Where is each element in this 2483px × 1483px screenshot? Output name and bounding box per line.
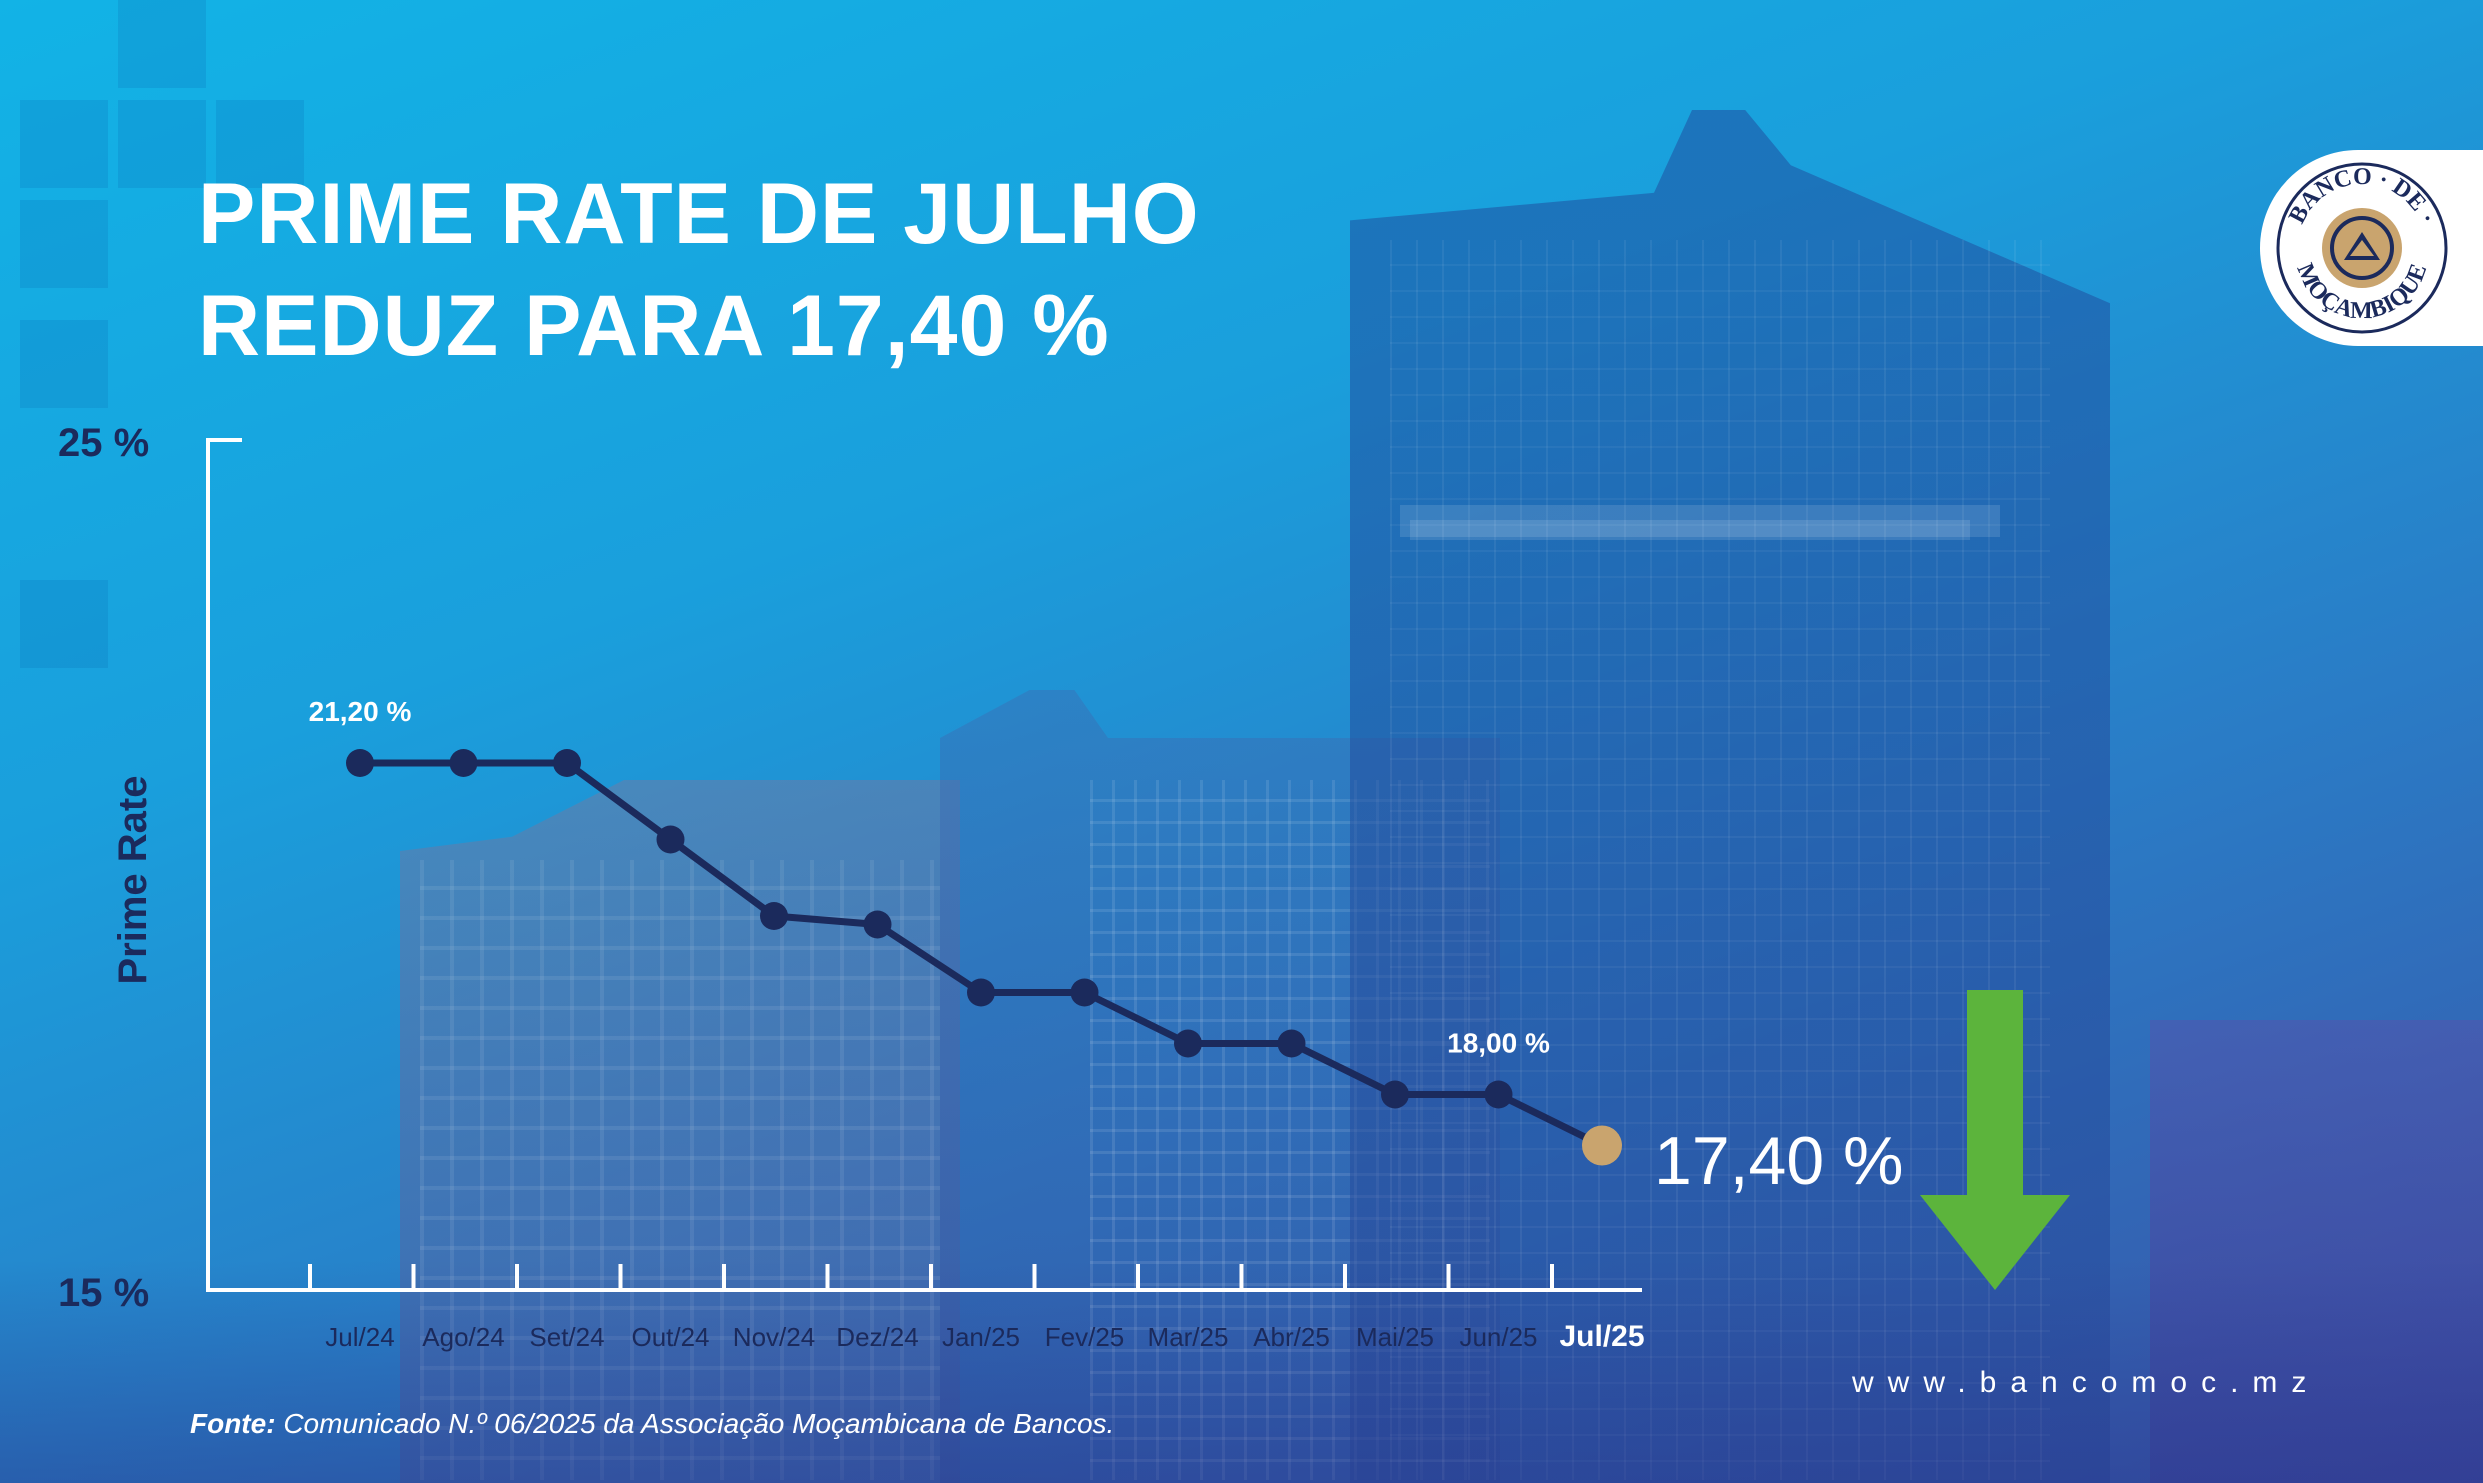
bank-logo: BANCO · DE · MOÇAMBIQUE bbox=[2260, 150, 2483, 346]
y-axis-tick-labels: 25 % 15 % bbox=[58, 421, 149, 1315]
y-axis-tick-label: 25 % bbox=[58, 421, 149, 465]
x-axis-tick-labels: Jul/24 Ago/24 Set/24 Out/24 Nov/24 Dez/24 Jan/… bbox=[325, 1320, 1644, 1353]
background-tower-band bbox=[1400, 505, 2000, 537]
data-label: 21,20 % bbox=[309, 696, 412, 727]
background-bottom-shade bbox=[0, 1260, 2483, 1483]
data-point bbox=[656, 825, 685, 854]
x-axis-tick-label: Jul/25 bbox=[1559, 1320, 1644, 1353]
bank-seal-icon: BANCO · DE · MOÇAMBIQUE bbox=[2276, 162, 2448, 334]
x-axis-ticks bbox=[308, 1264, 1554, 1290]
data-point bbox=[1484, 1080, 1513, 1109]
series-line bbox=[360, 759, 1604, 1149]
y-axis-label: Prime Rate bbox=[111, 775, 155, 985]
website-url: www.bancomoc.mz bbox=[1852, 1366, 2321, 1399]
background-building-right bbox=[2150, 1020, 2483, 1483]
data-point bbox=[760, 902, 788, 930]
data-point bbox=[449, 749, 478, 777]
source-text: Comunicado N.º 06/2025 da Associação Moç… bbox=[283, 1408, 1115, 1439]
prime-rate-points bbox=[346, 749, 1622, 1166]
x-axis-tick-label: Dez/24 bbox=[836, 1322, 918, 1352]
background-tiles bbox=[0, 0, 330, 700]
x-axis-tick-label: Mai/25 bbox=[1356, 1322, 1434, 1352]
data-labels: 21,20 % 18,00 % bbox=[309, 696, 1550, 1059]
title-line-1: PRIME RATE DE JULHO bbox=[198, 166, 1200, 262]
background-building-left bbox=[400, 780, 960, 1483]
x-axis-tick-label: Out/24 bbox=[631, 1322, 709, 1352]
x-axis-tick-label: Jun/25 bbox=[1459, 1322, 1537, 1352]
current-rate-value: 17,40 % bbox=[1654, 1123, 1904, 1199]
data-point bbox=[346, 749, 374, 777]
axis-line bbox=[206, 438, 1642, 1292]
x-axis-tick-label: Set/24 bbox=[529, 1322, 604, 1352]
x-axis-tick-label: Fev/25 bbox=[1045, 1322, 1125, 1352]
page-title: PRIME RATE DE JULHO REDUZ PARA 17,40 % bbox=[198, 158, 1200, 382]
prime-rate-series bbox=[360, 759, 1604, 1149]
background-tower-windows bbox=[1390, 240, 2050, 1480]
highlight-data-point bbox=[1582, 1125, 1622, 1166]
x-axis-tick-label: Mar/25 bbox=[1148, 1322, 1229, 1352]
source-note: Fonte: Comunicado N.º 06/2025 da Associa… bbox=[190, 1408, 1114, 1440]
background-tower-band bbox=[1410, 520, 1970, 540]
data-point bbox=[1174, 1029, 1202, 1058]
data-point bbox=[967, 978, 995, 1007]
x-axis-tick-label: Abr/25 bbox=[1253, 1322, 1330, 1352]
data-point bbox=[1381, 1080, 1409, 1109]
down-arrow-icon bbox=[1920, 990, 2070, 1290]
data-point bbox=[863, 910, 892, 939]
y-axis-tick-label: 15 % bbox=[58, 1271, 149, 1315]
data-point bbox=[553, 749, 581, 777]
x-axis-tick-label: Jan/25 bbox=[942, 1322, 1020, 1352]
background-building-left-windows bbox=[420, 860, 940, 1480]
data-point bbox=[1277, 1029, 1306, 1058]
data-point bbox=[1070, 978, 1099, 1007]
source-prefix: Fonte: bbox=[190, 1408, 276, 1439]
data-label: 18,00 % bbox=[1447, 1028, 1550, 1059]
chart-axes bbox=[206, 438, 1642, 1292]
title-line-2: REDUZ PARA 17,40 % bbox=[198, 278, 1110, 374]
x-axis-tick-label: Ago/24 bbox=[422, 1322, 504, 1352]
x-axis-tick-label: Jul/24 bbox=[325, 1322, 394, 1352]
x-axis-tick-label: Nov/24 bbox=[733, 1322, 815, 1352]
